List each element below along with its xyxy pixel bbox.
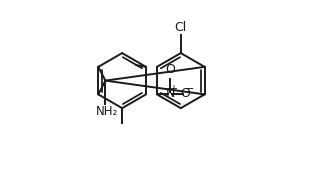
Text: Cl: Cl xyxy=(175,21,187,34)
Text: O: O xyxy=(165,63,175,76)
Text: +: + xyxy=(170,84,177,94)
Text: N: N xyxy=(166,87,175,100)
Text: O: O xyxy=(180,87,190,100)
Text: NH₂: NH₂ xyxy=(96,105,118,118)
Text: −: − xyxy=(185,84,194,94)
